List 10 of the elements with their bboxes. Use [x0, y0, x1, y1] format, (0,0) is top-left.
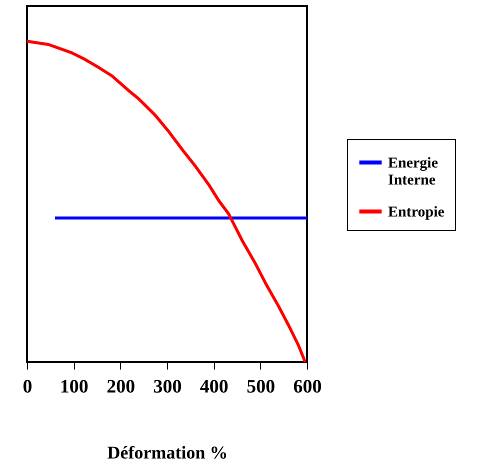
legend-label: Entropie — [388, 204, 445, 220]
x-tick-label: 400 — [200, 376, 228, 398]
x-tick-label: 200 — [106, 376, 136, 398]
x-tick-label: 300 — [153, 376, 182, 398]
x-tick-label: 600 — [293, 376, 322, 398]
x-tick-label: 0 — [22, 376, 32, 398]
x-tick-label: 100 — [60, 376, 88, 398]
x-tick-label: 500 — [246, 376, 276, 398]
legend-label: Energie Interne — [388, 156, 438, 188]
x-axis-title: Déformation % — [107, 442, 228, 462]
